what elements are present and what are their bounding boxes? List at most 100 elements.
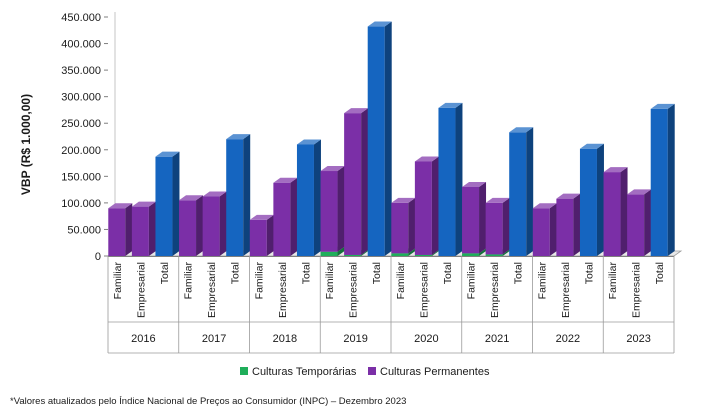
year-label: 2020: [414, 333, 438, 345]
bar-2018-total-total: [296, 139, 321, 256]
category-label: Familiar: [607, 262, 619, 300]
category-label: Familiar: [253, 262, 265, 300]
category-label: Familiar: [324, 262, 336, 300]
category-label: Empresarial: [631, 262, 643, 318]
bar-front: [273, 182, 291, 256]
category-label: Total: [654, 262, 666, 284]
bar-front: [320, 171, 338, 252]
bar-side: [431, 156, 439, 255]
y-axis-label: VBP (R$ 1.000,00): [19, 94, 33, 195]
bar-top: [155, 151, 180, 157]
year-label: 2019: [343, 333, 367, 345]
bar-top: [226, 134, 251, 140]
bar-front: [438, 107, 456, 256]
category-label: Empresarial: [348, 262, 360, 318]
bar-side: [667, 103, 675, 256]
bar-side: [549, 203, 557, 256]
bar-side: [502, 197, 510, 255]
bar-side: [384, 21, 392, 257]
bar-2023-empresarial-culturas-permanentes: [627, 189, 652, 256]
y-tick-label: 100.000: [61, 198, 101, 210]
bar-top: [556, 193, 581, 199]
category-label: Total: [442, 262, 454, 284]
bar-front: [485, 254, 503, 256]
bar-front: [367, 26, 385, 257]
bar-top: [273, 177, 298, 183]
bar-side: [148, 201, 156, 256]
category-label: Familiar: [395, 262, 407, 300]
bar-side: [431, 249, 439, 256]
bar-front: [414, 161, 432, 255]
y-tick-label: 0: [95, 251, 101, 263]
bar-side: [337, 246, 345, 256]
category-label: Empresarial: [135, 262, 147, 318]
category-label: Empresarial: [206, 262, 218, 318]
year-label: 2022: [556, 333, 580, 345]
bar-2016-familiar-culturas-permanentes: [108, 203, 133, 256]
bar-front: [414, 254, 432, 256]
bar-front: [108, 208, 126, 256]
bar-top: [202, 191, 227, 197]
bar-2021-empresarial-culturas-permanentes: [485, 197, 510, 255]
bar-side: [644, 189, 652, 256]
y-tick-label: 250.000: [61, 118, 101, 130]
bar-top: [438, 102, 463, 108]
bar-front: [131, 206, 149, 256]
bar-side: [526, 127, 534, 256]
legend-swatch: [368, 367, 376, 375]
bar-front: [532, 208, 550, 256]
category-label: Empresarial: [489, 262, 501, 318]
bar-front: [202, 196, 220, 256]
bar-side: [266, 214, 274, 256]
bar-top: [532, 203, 557, 209]
bar-2016-empresarial-culturas-permanentes: [131, 201, 156, 256]
bar-top: [179, 195, 204, 201]
bar-2020-total-total: [438, 102, 463, 256]
bar-2018-empresarial-culturas-permanentes: [273, 177, 298, 256]
bar-top: [108, 203, 133, 209]
bar-front: [485, 202, 503, 255]
bar-front: [344, 113, 362, 255]
bar-front: [179, 200, 197, 256]
bar-top: [391, 197, 416, 203]
bar-side: [596, 143, 604, 256]
bar-2017-empresarial-culturas-permanentes: [202, 191, 227, 256]
bar-2022-total-total: [579, 143, 604, 256]
legend-label: Culturas Temporárias: [252, 366, 357, 378]
category-label: Familiar: [183, 262, 195, 300]
year-label: 2018: [273, 333, 297, 345]
bar-top: [131, 201, 156, 207]
bar-side: [196, 195, 204, 256]
bar-top: [579, 143, 604, 149]
bar-side: [573, 193, 581, 256]
category-label: Total: [583, 262, 595, 284]
category-label: Familiar: [112, 262, 124, 300]
category-label: Total: [230, 262, 242, 284]
bar-front: [627, 194, 645, 256]
bar-front: [344, 254, 362, 256]
bar-front: [155, 156, 173, 256]
bar-2019-total-total: [367, 21, 392, 257]
category-label: Empresarial: [277, 262, 289, 318]
bar-top: [344, 108, 369, 114]
bar-front: [391, 202, 409, 254]
bar-side: [219, 191, 227, 256]
bar-side: [620, 167, 628, 256]
y-tick-label: 300.000: [61, 92, 101, 104]
bar-front: [320, 251, 338, 256]
bar-side: [479, 248, 487, 256]
bar-2019-empresarial-culturas-permanentes: [344, 108, 369, 255]
bar-top: [367, 21, 392, 27]
bar-side: [243, 134, 251, 256]
bar-2019-familiar-culturas-permanentes: [320, 166, 345, 252]
category-label: Total: [300, 262, 312, 284]
bar-front: [296, 144, 314, 256]
bar-2017-familiar-culturas-permanentes: [179, 195, 204, 256]
bar-front: [650, 108, 668, 256]
bar-side: [361, 249, 369, 256]
bar-side: [502, 249, 510, 256]
y-tick-label: 350.000: [61, 65, 101, 77]
bar-2023-familiar-culturas-permanentes: [603, 167, 628, 256]
bar-side: [479, 181, 487, 254]
y-tick-label: 450.000: [61, 12, 101, 24]
